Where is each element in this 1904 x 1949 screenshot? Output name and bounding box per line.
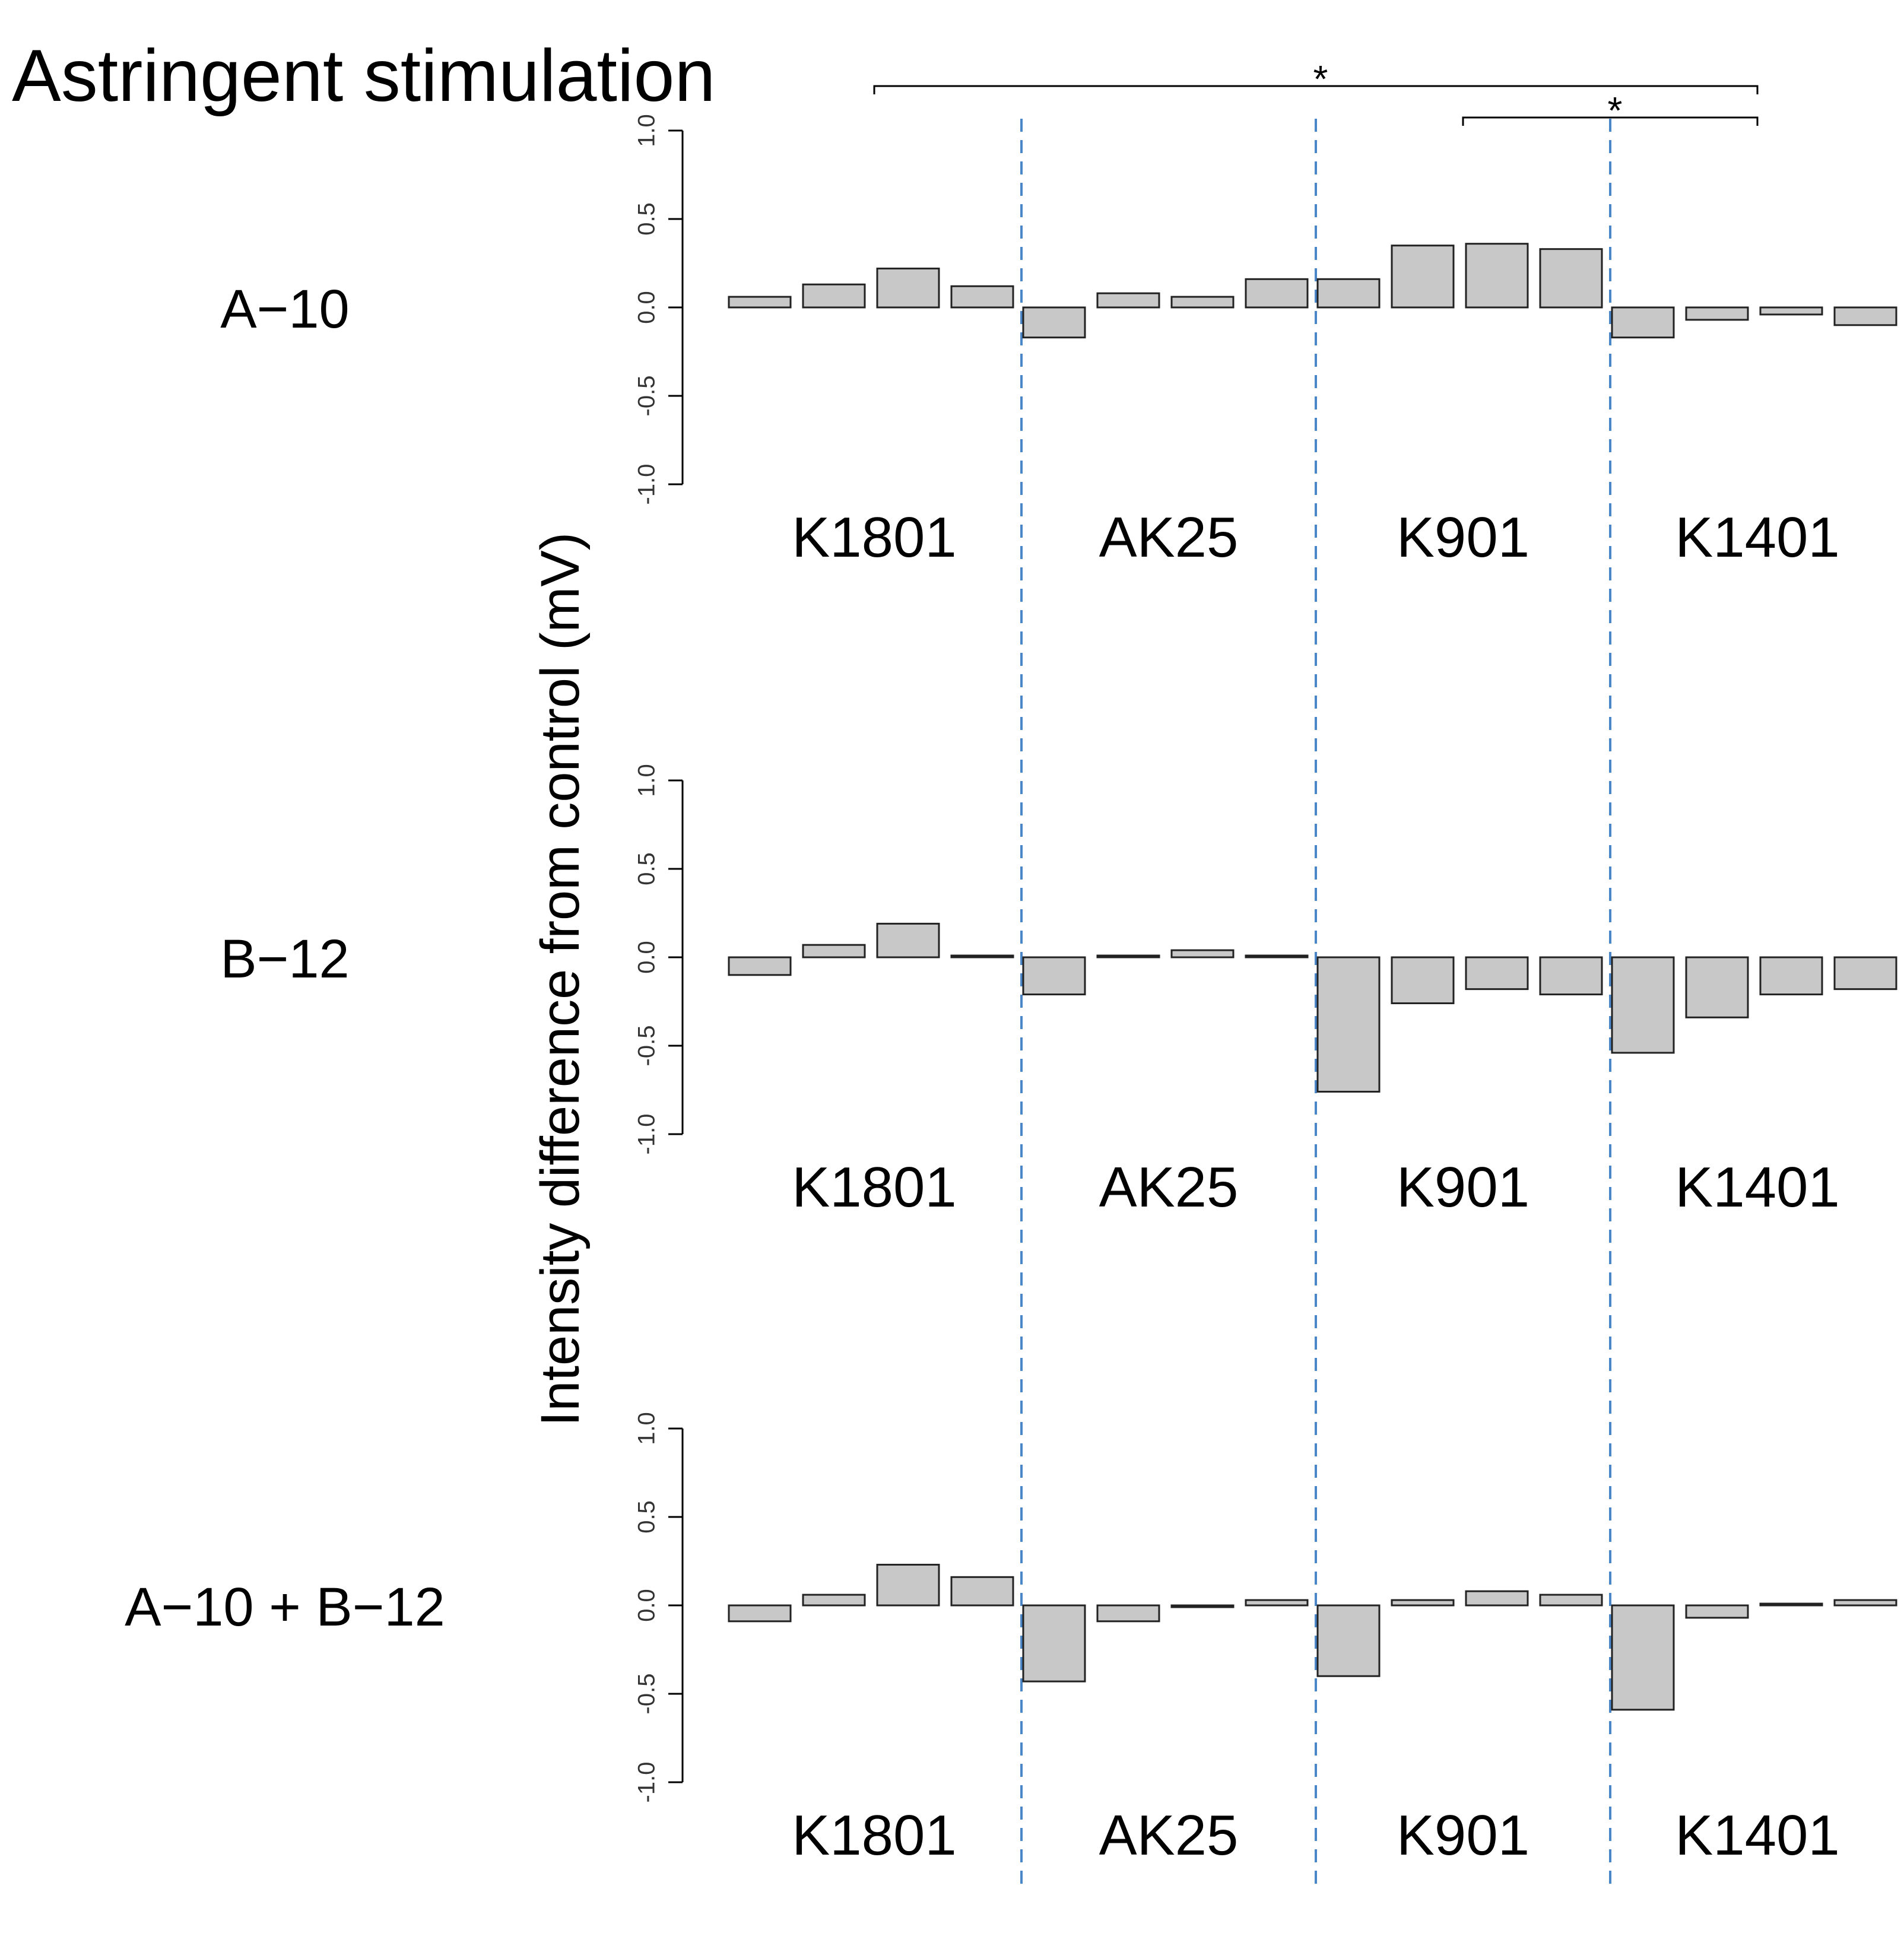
bar [1022,956,1086,996]
y-tick-label: 0.0 [634,1589,660,1622]
category-label: K1801 [792,506,957,569]
y-tick-label: -1.0 [634,1114,660,1155]
panel-2: B−12 1.0 0.5 0.0 -0.5 -1.0 K1801 AK25 K901 K1401 [220,764,1897,1219]
bar [1759,306,1823,316]
bar [1245,954,1309,958]
panel-label: B−12 [220,929,349,989]
bar [1316,956,1381,1093]
y-tick-label: -0.5 [634,1674,660,1715]
y-tick-label: 0.5 [634,852,660,885]
bar [1316,278,1381,309]
y-tick-label: 1.0 [634,764,660,797]
bar [1391,245,1455,309]
bar [1685,1604,1749,1619]
y-tick-label: 1.0 [634,114,660,147]
bar [950,954,1014,958]
bar [1096,292,1160,309]
bar [1245,1599,1309,1607]
y-tick-label: 0.5 [634,1500,660,1534]
y-tick-label: 0.0 [634,291,660,324]
bar [876,922,940,958]
panel-label: A−10 + B−12 [125,1577,445,1637]
y-tick-label: -0.5 [634,376,660,417]
category-dividers [1020,119,1611,1887]
bar [728,1604,792,1623]
bar [1685,306,1749,321]
category-label: K1801 [792,1804,957,1867]
bar [1539,248,1603,309]
bar [1022,1604,1086,1683]
bar [876,267,940,309]
bar [1170,949,1235,958]
bar [1611,1604,1675,1711]
bar [1539,1594,1603,1607]
bar [1833,1599,1897,1607]
y-tick-label: -0.5 [634,1026,660,1066]
significance-bracket-1: * [873,58,1759,100]
y-tick-label: 1.0 [634,1412,660,1445]
bar [1096,1604,1160,1623]
bar [1611,956,1675,1054]
panel-1: A−10 1.0 0.5 0.0 -0.5 -1.0 K1801 AK25 K901 K1401 [220,114,1897,569]
y-tick-label: 0.0 [634,941,660,974]
category-label: K901 [1397,1804,1529,1867]
y-tick-label: -1.0 [634,1762,660,1803]
bar [1465,243,1529,309]
bar [802,283,866,309]
y-tick-label: 0.5 [634,202,660,236]
bar [728,296,792,309]
category-label: K1401 [1675,506,1840,569]
bar [1465,1590,1529,1607]
bar [1759,956,1823,996]
bar [802,944,866,958]
category-label: K1801 [792,1156,957,1219]
bar [1833,956,1897,991]
category-label: AK25 [1099,1156,1239,1219]
category-label: K901 [1397,506,1529,569]
category-label: AK25 [1099,506,1239,569]
bar [1611,306,1675,339]
chart-title: Astringent stimulation [12,35,715,117]
bar [950,1576,1014,1607]
bar [1316,1604,1381,1677]
bar [1170,1604,1235,1608]
bar [1096,954,1160,958]
bar [1759,1602,1823,1607]
bar [876,1563,940,1607]
significance-bracket-2: * [1462,89,1759,132]
category-label: K1401 [1675,1804,1840,1867]
bar [1539,956,1603,996]
bar [1391,1599,1455,1607]
category-label: K1401 [1675,1156,1840,1219]
bracket-line [1462,116,1759,126]
bar [1391,956,1455,1004]
panel-label: A−10 [220,279,349,339]
bar [1022,306,1086,339]
bar [1833,306,1897,326]
bar [1685,956,1749,1018]
y-tick-label: -1.0 [634,464,660,505]
bar [1170,296,1235,309]
category-label: K901 [1397,1156,1529,1219]
bar [1245,278,1309,309]
bar [1465,956,1529,991]
bar [802,1594,866,1607]
significance-brackets: ** [873,58,1759,132]
panel-3: A−10 + B−12 1.0 0.5 0.0 -0.5 -1.0 K1801 AK25 K90… [125,1412,1897,1867]
significance-star: * [1608,89,1623,132]
category-label: AK25 [1099,1804,1239,1867]
bar [950,285,1014,309]
y-axis-label: Intensity difference from control (mV) [530,532,591,1427]
bar [728,956,792,976]
significance-star: * [1313,58,1328,100]
bracket-line [873,85,1759,94]
